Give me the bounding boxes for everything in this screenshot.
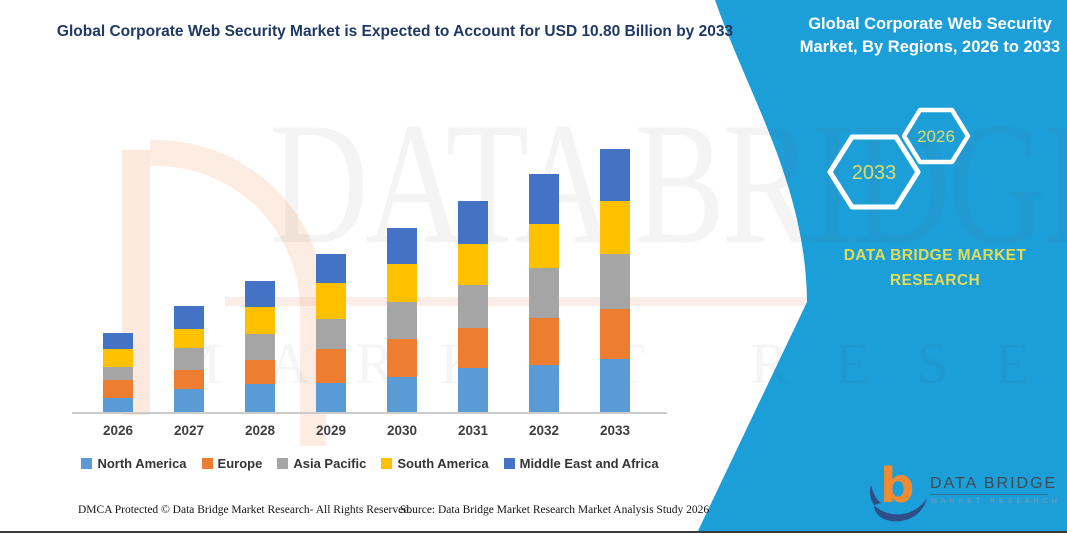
x-axis-label-2030: 2030 xyxy=(386,423,418,438)
x-axis-label-2026: 2026 xyxy=(102,423,134,438)
bar-segment-south-america-2028 xyxy=(245,306,275,334)
hexagon-2026-icon xyxy=(901,107,971,165)
legend-label: Europe xyxy=(217,456,263,471)
legend-swatch-icon xyxy=(503,458,515,469)
chart-main-title: Global Corporate Web Security Market is … xyxy=(56,23,734,40)
bar-segment-middle-east-and-africa-2029 xyxy=(316,254,346,283)
legend-swatch-icon xyxy=(201,458,213,469)
watermark-band xyxy=(225,297,815,306)
legend-swatch-icon xyxy=(381,458,393,469)
dbmr-logo-mark-icon: b xyxy=(870,460,927,522)
bar-segment-europe-2029 xyxy=(316,348,346,384)
bar-segment-asia-pacific-2028 xyxy=(245,333,275,360)
bar-segment-asia-pacific-2029 xyxy=(316,319,346,349)
dmca-notice: DMCA Protected © Data Bridge Market Rese… xyxy=(78,504,412,516)
hexagon-2033-label: 2033 xyxy=(852,162,897,184)
bar-segment-south-america-2032 xyxy=(529,224,559,269)
dbmr-logo-title: DATA BRIDGE xyxy=(930,475,1058,492)
brand-text-block: DATA BRIDGE MARKET RESEARCH xyxy=(810,243,1060,293)
bar-segment-south-america-2033 xyxy=(600,200,630,254)
bar-segment-asia-pacific-2027 xyxy=(174,348,204,370)
bar-segment-north-america-2033 xyxy=(600,358,630,412)
bar-segment-middle-east-and-africa-2030 xyxy=(387,227,417,264)
bar-segment-north-america-2026 xyxy=(103,397,133,412)
bar-segment-south-america-2030 xyxy=(387,263,417,302)
chart-legend: North America Europe Asia Pacific South Ame… xyxy=(60,456,680,471)
dbmr-logo-rule xyxy=(930,494,1048,495)
bar-segment-north-america-2031 xyxy=(458,367,488,412)
legend-swatch-icon xyxy=(81,458,93,469)
legend-item-europe: Europe xyxy=(201,456,263,471)
bar-segment-middle-east-and-africa-2027 xyxy=(174,306,204,330)
dbmr-logo-subtitle: MARKET RESEARCH xyxy=(931,498,1061,505)
bar-segment-europe-2027 xyxy=(174,369,204,389)
x-axis-line xyxy=(72,412,667,414)
bar-segment-north-america-2027 xyxy=(174,388,204,412)
bar-segment-asia-pacific-2031 xyxy=(458,284,488,328)
bar-segment-north-america-2028 xyxy=(245,383,275,412)
bar-segment-europe-2028 xyxy=(245,359,275,384)
bottom-border-line xyxy=(0,531,1067,533)
bar-segment-middle-east-and-africa-2033 xyxy=(600,149,630,201)
bar-segment-europe-2033 xyxy=(600,309,630,359)
bar-segment-south-america-2026 xyxy=(103,348,133,367)
legend-item-asia-pacific: Asia Pacific xyxy=(277,456,366,471)
bar-segment-north-america-2029 xyxy=(316,383,346,412)
x-axis-label-2027: 2027 xyxy=(173,423,205,438)
legend-label: South America xyxy=(397,456,489,471)
legend-label: Asia Pacific xyxy=(293,456,367,471)
bar-segment-europe-2030 xyxy=(387,338,417,377)
bar-segment-europe-2032 xyxy=(529,318,559,365)
x-axis-label-2031: 2031 xyxy=(457,423,489,438)
bar-2033 xyxy=(600,149,630,412)
bar-segment-asia-pacific-2030 xyxy=(387,301,417,339)
x-axis-label-2029: 2029 xyxy=(315,423,347,438)
bar-2030 xyxy=(387,227,417,412)
bar-segment-north-america-2030 xyxy=(387,376,417,412)
bar-segment-middle-east-and-africa-2028 xyxy=(245,280,275,307)
bar-segment-north-america-2032 xyxy=(529,365,559,412)
legend-item-north-america: North America xyxy=(81,456,187,471)
x-axis-label-2028: 2028 xyxy=(244,423,276,438)
bar-segment-europe-2026 xyxy=(103,379,133,398)
bar-segment-south-america-2027 xyxy=(174,329,204,349)
bar-segment-middle-east-and-africa-2031 xyxy=(458,200,488,244)
hexagon-2033-icon xyxy=(827,134,921,210)
brand-text-line2: RESEARCH xyxy=(889,272,981,289)
dbmr-logo: b DATA BRIDGE MARKET RESEARCH xyxy=(870,460,1060,522)
bar-2028 xyxy=(245,280,275,412)
bar-2032 xyxy=(529,174,559,412)
x-axis-label-2032: 2032 xyxy=(528,423,560,438)
bar-segment-south-america-2031 xyxy=(458,244,488,285)
bar-segment-south-america-2029 xyxy=(316,282,346,319)
bar-segment-middle-east-and-africa-2026 xyxy=(103,332,133,349)
bar-segment-asia-pacific-2032 xyxy=(529,268,559,319)
legend-label: North America xyxy=(97,456,187,471)
hexagon-badges: 2033 2026 xyxy=(827,107,971,210)
bar-segment-europe-2031 xyxy=(458,328,488,368)
legend-item-south-america: South America xyxy=(381,456,489,471)
bar-2026 xyxy=(103,332,133,412)
legend-item-middle-east-and-africa: Middle East and Africa xyxy=(503,456,659,471)
brand-text-line1: DATA BRIDGE MARKET xyxy=(843,247,1027,264)
source-note: Source: Data Bridge Market Research Mark… xyxy=(400,504,710,516)
panel-title: Global Corporate Web Security Market, By… xyxy=(799,15,1061,56)
legend-label: Middle East and Africa xyxy=(519,456,659,471)
legend-swatch-icon xyxy=(277,458,289,469)
bar-segment-asia-pacific-2033 xyxy=(600,253,630,309)
bar-segment-middle-east-and-africa-2032 xyxy=(529,174,559,225)
bar-2027 xyxy=(174,306,204,412)
bar-2029 xyxy=(316,254,346,412)
hexagon-2026-label: 2026 xyxy=(917,127,955,146)
x-axis-label-2033: 2033 xyxy=(599,423,631,438)
bar-2031 xyxy=(458,200,488,412)
bar-segment-asia-pacific-2026 xyxy=(103,366,133,380)
svg-text:b: b xyxy=(880,460,914,514)
